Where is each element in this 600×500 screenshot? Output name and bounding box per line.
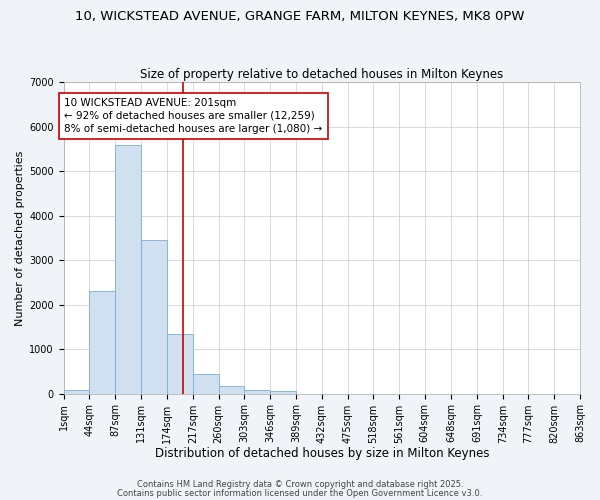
X-axis label: Distribution of detached houses by size in Milton Keynes: Distribution of detached houses by size … bbox=[155, 447, 489, 460]
Bar bbox=[244, 390, 270, 394]
Bar bbox=[218, 386, 244, 394]
Text: 10 WICKSTEAD AVENUE: 201sqm
← 92% of detached houses are smaller (12,259)
8% of : 10 WICKSTEAD AVENUE: 201sqm ← 92% of det… bbox=[64, 98, 322, 134]
Bar bbox=[193, 374, 218, 394]
Text: 10, WICKSTEAD AVENUE, GRANGE FARM, MILTON KEYNES, MK8 0PW: 10, WICKSTEAD AVENUE, GRANGE FARM, MILTO… bbox=[75, 10, 525, 23]
Y-axis label: Number of detached properties: Number of detached properties bbox=[15, 150, 25, 326]
Bar bbox=[270, 392, 296, 394]
Bar bbox=[142, 240, 167, 394]
Text: Contains public sector information licensed under the Open Government Licence v3: Contains public sector information licen… bbox=[118, 488, 482, 498]
Bar bbox=[64, 390, 89, 394]
Text: Contains HM Land Registry data © Crown copyright and database right 2025.: Contains HM Land Registry data © Crown c… bbox=[137, 480, 463, 489]
Bar bbox=[167, 334, 193, 394]
Bar bbox=[115, 146, 142, 394]
Title: Size of property relative to detached houses in Milton Keynes: Size of property relative to detached ho… bbox=[140, 68, 503, 81]
Bar bbox=[89, 292, 115, 394]
